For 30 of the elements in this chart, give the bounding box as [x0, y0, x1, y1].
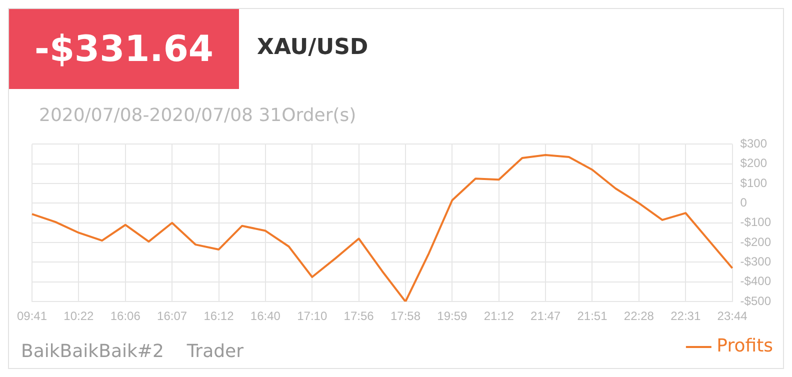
- y-tick-label: -$200: [740, 234, 772, 249]
- x-tick-label: 16:07: [157, 309, 188, 324]
- x-tick-label: 21:51: [577, 309, 608, 324]
- y-tick-label: -$500: [740, 294, 772, 308]
- y-tick-label: -$100: [740, 215, 772, 230]
- legend-label: Profits: [716, 336, 774, 357]
- y-tick-label: $100: [740, 176, 768, 190]
- chart-title: -$331.64: [9, 9, 239, 89]
- text: BaikBaikBaik#2 Trader: [21, 341, 244, 362]
- x-tick-label: 21:47: [530, 309, 561, 324]
- x-tick-label: 22:28: [624, 309, 654, 324]
- x-tick-label: 16:12: [204, 309, 234, 324]
- x-tick-label: 23:44: [717, 309, 748, 324]
- x-tick-label: 10:22: [64, 309, 94, 324]
- text: 2020/07/08-2020/07/08 31Order(s): [39, 105, 356, 126]
- x-tick-label: 19:59: [437, 309, 468, 324]
- y-tick-label: $200: [740, 156, 768, 170]
- y-tick-label: 0: [740, 196, 748, 210]
- y-tick-label: -$300: [740, 254, 772, 269]
- x-tick-label: 17:58: [390, 309, 421, 324]
- x-tick-label: 17:10: [297, 309, 328, 324]
- x-tick-label: 09:41: [17, 309, 48, 324]
- x-tick-label: 17:56: [344, 309, 374, 324]
- x-tick-label: 16:40: [250, 309, 281, 324]
- x-tick-label: 22:31: [670, 309, 701, 324]
- y-tick-label: -$400: [740, 274, 772, 288]
- y-tick-label: $300: [740, 136, 768, 151]
- chart-subtitle: XAU/USD: [257, 35, 368, 60]
- x-tick-label: 16:06: [110, 309, 141, 324]
- x-tick-label: 21:12: [484, 309, 514, 324]
